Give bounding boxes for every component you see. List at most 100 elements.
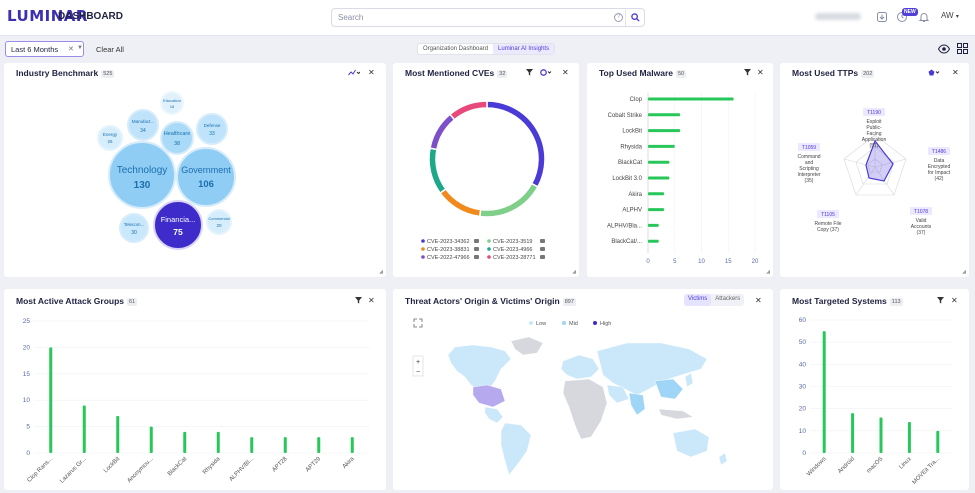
bubble-commercial[interactable]: Commercial 20 [206, 209, 232, 235]
chart-type-icon[interactable] [348, 69, 360, 76]
chart-type-icon[interactable] [928, 69, 940, 76]
eye-icon[interactable] [938, 44, 950, 54]
bubble-government[interactable]: Government 106 [176, 147, 236, 207]
bell-icon[interactable] [918, 11, 930, 23]
close-icon[interactable]: ✕ [368, 296, 375, 305]
app-logo[interactable]: LUMINAR [7, 7, 88, 25]
close-icon[interactable]: ✕ [755, 296, 762, 305]
close-icon[interactable]: ✕ [757, 68, 764, 77]
donut-slice-cve-2023-4966[interactable] [428, 147, 447, 195]
map-asia[interactable] [596, 342, 708, 396]
donut-slice-cve-2023-38831[interactable] [439, 187, 482, 218]
help-icon[interactable]: ? [614, 13, 623, 22]
legend-cve-2023-34362[interactable]: CVE-2023-34362 [427, 239, 470, 245]
filter-icon[interactable] [744, 69, 751, 76]
ttp-node-t1190[interactable]: T1190 Exploit Public- Facing Application… [862, 108, 887, 149]
resize-handle[interactable]: ◢ [379, 269, 383, 275]
bar-alphv-bla[interactable] [648, 223, 659, 227]
map-middle-east[interactable] [606, 384, 630, 404]
close-icon[interactable]: ✕ [952, 68, 959, 77]
bar-akira[interactable] [350, 437, 354, 453]
bar-blackcat[interactable] [183, 431, 187, 453]
map-united-states[interactable] [472, 384, 506, 408]
time-range-select[interactable]: Last 6 Months ✕ ▼ [5, 41, 84, 57]
bar-clop-rans[interactable] [49, 347, 53, 453]
ttp-node-t1105[interactable]: T1105 Remote File Copy (37) [815, 210, 842, 233]
map-japan[interactable] [684, 372, 694, 388]
map-china[interactable] [654, 378, 684, 400]
bar-blackcat[interactable] [648, 160, 670, 164]
layout-grid-icon[interactable] [957, 43, 968, 54]
resize-handle[interactable]: ◢ [572, 269, 576, 275]
map-greenland[interactable] [510, 336, 544, 356]
filter-icon[interactable] [937, 297, 944, 304]
bar-lockbit[interactable] [648, 129, 681, 133]
legend-cve-2023-28771[interactable]: CVE-2023-28771 [493, 255, 536, 261]
map-new-zealand[interactable] [718, 452, 728, 466]
radar-series[interactable] [865, 139, 894, 182]
close-icon[interactable]: ✕ [562, 68, 569, 77]
ttp-node-t1078[interactable]: T1078 Valid Accounts (37) [910, 207, 932, 236]
donut-slice-cve-2023-34362[interactable] [486, 100, 546, 188]
download-icon[interactable] [876, 11, 888, 23]
user-avatar[interactable]: AW ▾ [941, 11, 959, 20]
resize-handle[interactable]: ◢ [766, 269, 770, 275]
search-input[interactable] [338, 11, 608, 24]
bar-lazarus-gr[interactable] [82, 405, 86, 453]
bar-windows[interactable] [822, 331, 826, 453]
bar-macos[interactable] [879, 417, 883, 453]
resize-handle[interactable]: ◢ [962, 269, 966, 275]
bubble-energy[interactable]: Energy 26 [97, 125, 123, 151]
filter-icon[interactable] [526, 69, 533, 76]
toggle-victims[interactable]: Victims [684, 294, 712, 306]
bar-linux[interactable] [907, 421, 911, 453]
bar-anonymou[interactable] [149, 426, 153, 453]
bar-apt29[interactable] [317, 437, 321, 453]
map-southeast-asia[interactable] [658, 408, 694, 420]
bar-cobalt-strike[interactable] [648, 113, 681, 117]
map-central-america[interactable] [484, 406, 504, 424]
legend-cve-2023-38831[interactable]: CVE-2023-38831 [427, 247, 470, 253]
donut-slice-cve-2023-28771[interactable] [448, 100, 488, 121]
donut-slice-cve-2023-3519[interactable] [478, 182, 539, 218]
tab-luminar-ai-insights[interactable]: Luminar AI Insights [493, 44, 555, 54]
map-south-america[interactable] [500, 422, 532, 476]
fullscreen-icon[interactable] [413, 318, 423, 328]
bubble-healthcare[interactable]: Healthcare 38 [160, 121, 194, 155]
ttp-node-t1059[interactable]: T1059 Command and Scripting Interpreter … [797, 143, 821, 184]
bar-alphv[interactable] [648, 208, 665, 212]
bar-blackcat[interactable] [648, 239, 659, 243]
zoom-in-button[interactable]: + [416, 359, 420, 366]
bar-rhysida[interactable] [648, 144, 675, 148]
bar-moveit-tra[interactable] [936, 430, 940, 453]
map-africa[interactable] [562, 378, 608, 440]
bar-lockbit[interactable] [116, 416, 120, 453]
map-australia[interactable] [672, 428, 710, 458]
legend-cve-2022-47966[interactable]: CVE-2022-47966 [427, 255, 470, 261]
close-icon[interactable]: ✕ [368, 68, 375, 77]
tab-organization-dashboard[interactable]: Organization Dashboard [423, 46, 489, 52]
bar-akira[interactable] [648, 192, 665, 196]
bar-lockbit-3-0[interactable] [648, 176, 670, 180]
close-icon[interactable]: ✕ [951, 296, 958, 305]
legend-cve-2023-4966[interactable]: CVE-2023-4966 [493, 247, 532, 253]
bubble-manufacturing[interactable]: Manufact... 34 [127, 109, 159, 141]
clear-all-button[interactable]: Clear All [96, 45, 124, 54]
bar-alphv-bl[interactable] [250, 437, 254, 453]
bar-android[interactable] [851, 413, 855, 453]
map-india[interactable] [628, 392, 646, 416]
clear-filter-icon[interactable]: ✕ [68, 46, 74, 53]
bubble-technology[interactable]: Technology 130 [108, 141, 176, 209]
bar-rhysida[interactable] [216, 431, 220, 453]
donut-slice-cve-2022-47966[interactable] [429, 113, 456, 151]
filter-icon[interactable] [355, 297, 362, 304]
legend-cve-2023-3519[interactable]: CVE-2023-3519 [493, 239, 532, 245]
map-north-america[interactable] [447, 344, 512, 392]
bubble-telecom[interactable]: Telecom... 30 [119, 213, 149, 243]
search-button[interactable] [625, 9, 644, 26]
bar-apt28[interactable] [283, 437, 287, 453]
ttp-node-t1486[interactable]: T1486 Data Encrypted for Impact (42) [928, 147, 951, 182]
chart-type-icon[interactable] [540, 69, 552, 76]
map-europe[interactable] [560, 354, 600, 380]
